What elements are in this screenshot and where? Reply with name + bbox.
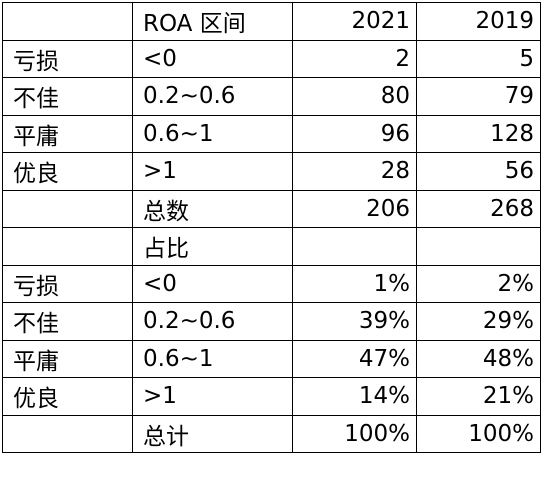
- year-2019-cell: 21%: [416, 377, 541, 416]
- share-row: 平庸 0.6~1 47% 48%: [2, 339, 541, 378]
- range-cell: <0: [132, 264, 293, 303]
- category-cell: 不佳: [2, 302, 133, 341]
- range-cell: 0.6~1: [132, 114, 293, 153]
- category-cell: 不佳: [2, 77, 133, 116]
- year-2021-cell: 80: [292, 77, 417, 116]
- category-cell: [2, 227, 133, 266]
- year-2019-cell: 268: [416, 189, 541, 228]
- year-2019-cell: 29%: [416, 302, 541, 341]
- total-row: 总数 206 268: [2, 189, 541, 228]
- year-2019-cell: 2%: [416, 264, 541, 303]
- category-cell: 平庸: [2, 339, 133, 378]
- range-cell: >1: [132, 152, 293, 191]
- year-2021-cell: [292, 227, 417, 266]
- count-row: 不佳 0.2~0.6 80 79: [2, 77, 541, 116]
- year-2019-cell: 48%: [416, 339, 541, 378]
- year-2021-cell: 1%: [292, 264, 417, 303]
- share-row: 优良 >1 14% 21%: [2, 377, 541, 416]
- category-cell: [2, 414, 133, 453]
- year-2021-cell: 100%: [292, 414, 417, 453]
- header-row: ROA 区间 2021 2019: [2, 2, 541, 41]
- category-cell: 优良: [2, 377, 133, 416]
- year-2021-cell: 39%: [292, 302, 417, 341]
- category-cell: 亏损: [2, 39, 133, 78]
- year-2019-cell: 100%: [416, 414, 541, 453]
- year-2019-cell: 128: [416, 114, 541, 153]
- count-row: 优良 >1 28 56: [2, 152, 541, 191]
- year-2019-cell: 5: [416, 39, 541, 78]
- range-cell: 占比: [132, 227, 293, 266]
- count-row: 平庸 0.6~1 96 128: [2, 114, 541, 153]
- year-2019-cell: [416, 227, 541, 266]
- range-cell: 0.2~0.6: [132, 77, 293, 116]
- year-2021-cell: 14%: [292, 377, 417, 416]
- year-2021-cell: 96: [292, 114, 417, 153]
- year-2021-cell: 206: [292, 189, 417, 228]
- share-row: 亏损 <0 1% 2%: [2, 264, 541, 303]
- roa-table-body: ROA 区间 2021 2019 亏损 <0 2 5 不佳 0.2~0.6 80 79 平庸 0.6~1…: [2, 2, 541, 453]
- share-header-row: 占比: [2, 227, 541, 266]
- range-cell: <0: [132, 39, 293, 78]
- range-cell: >1: [132, 377, 293, 416]
- year-2019-cell: 2019: [416, 2, 541, 41]
- category-cell: 亏损: [2, 264, 133, 303]
- range-cell: 总数: [132, 189, 293, 228]
- share-total-row: 总计 100% 100%: [2, 414, 541, 453]
- count-row: 亏损 <0 2 5: [2, 39, 541, 78]
- year-2021-cell: 2021: [292, 2, 417, 41]
- year-2019-cell: 56: [416, 152, 541, 191]
- category-cell: 平庸: [2, 114, 133, 153]
- range-cell: 0.2~0.6: [132, 302, 293, 341]
- category-cell: [2, 189, 133, 228]
- range-cell: 总计: [132, 414, 293, 453]
- year-2021-cell: 47%: [292, 339, 417, 378]
- year-2019-cell: 79: [416, 77, 541, 116]
- range-cell: ROA 区间: [132, 2, 293, 41]
- category-cell: 优良: [2, 152, 133, 191]
- share-row: 不佳 0.2~0.6 39% 29%: [2, 302, 541, 341]
- category-cell: [2, 2, 133, 41]
- year-2021-cell: 2: [292, 39, 417, 78]
- range-cell: 0.6~1: [132, 339, 293, 378]
- roa-table: ROA 区间 2021 2019 亏损 <0 2 5 不佳 0.2~0.6 80 79 平庸 0.6~1…: [2, 2, 541, 453]
- year-2021-cell: 28: [292, 152, 417, 191]
